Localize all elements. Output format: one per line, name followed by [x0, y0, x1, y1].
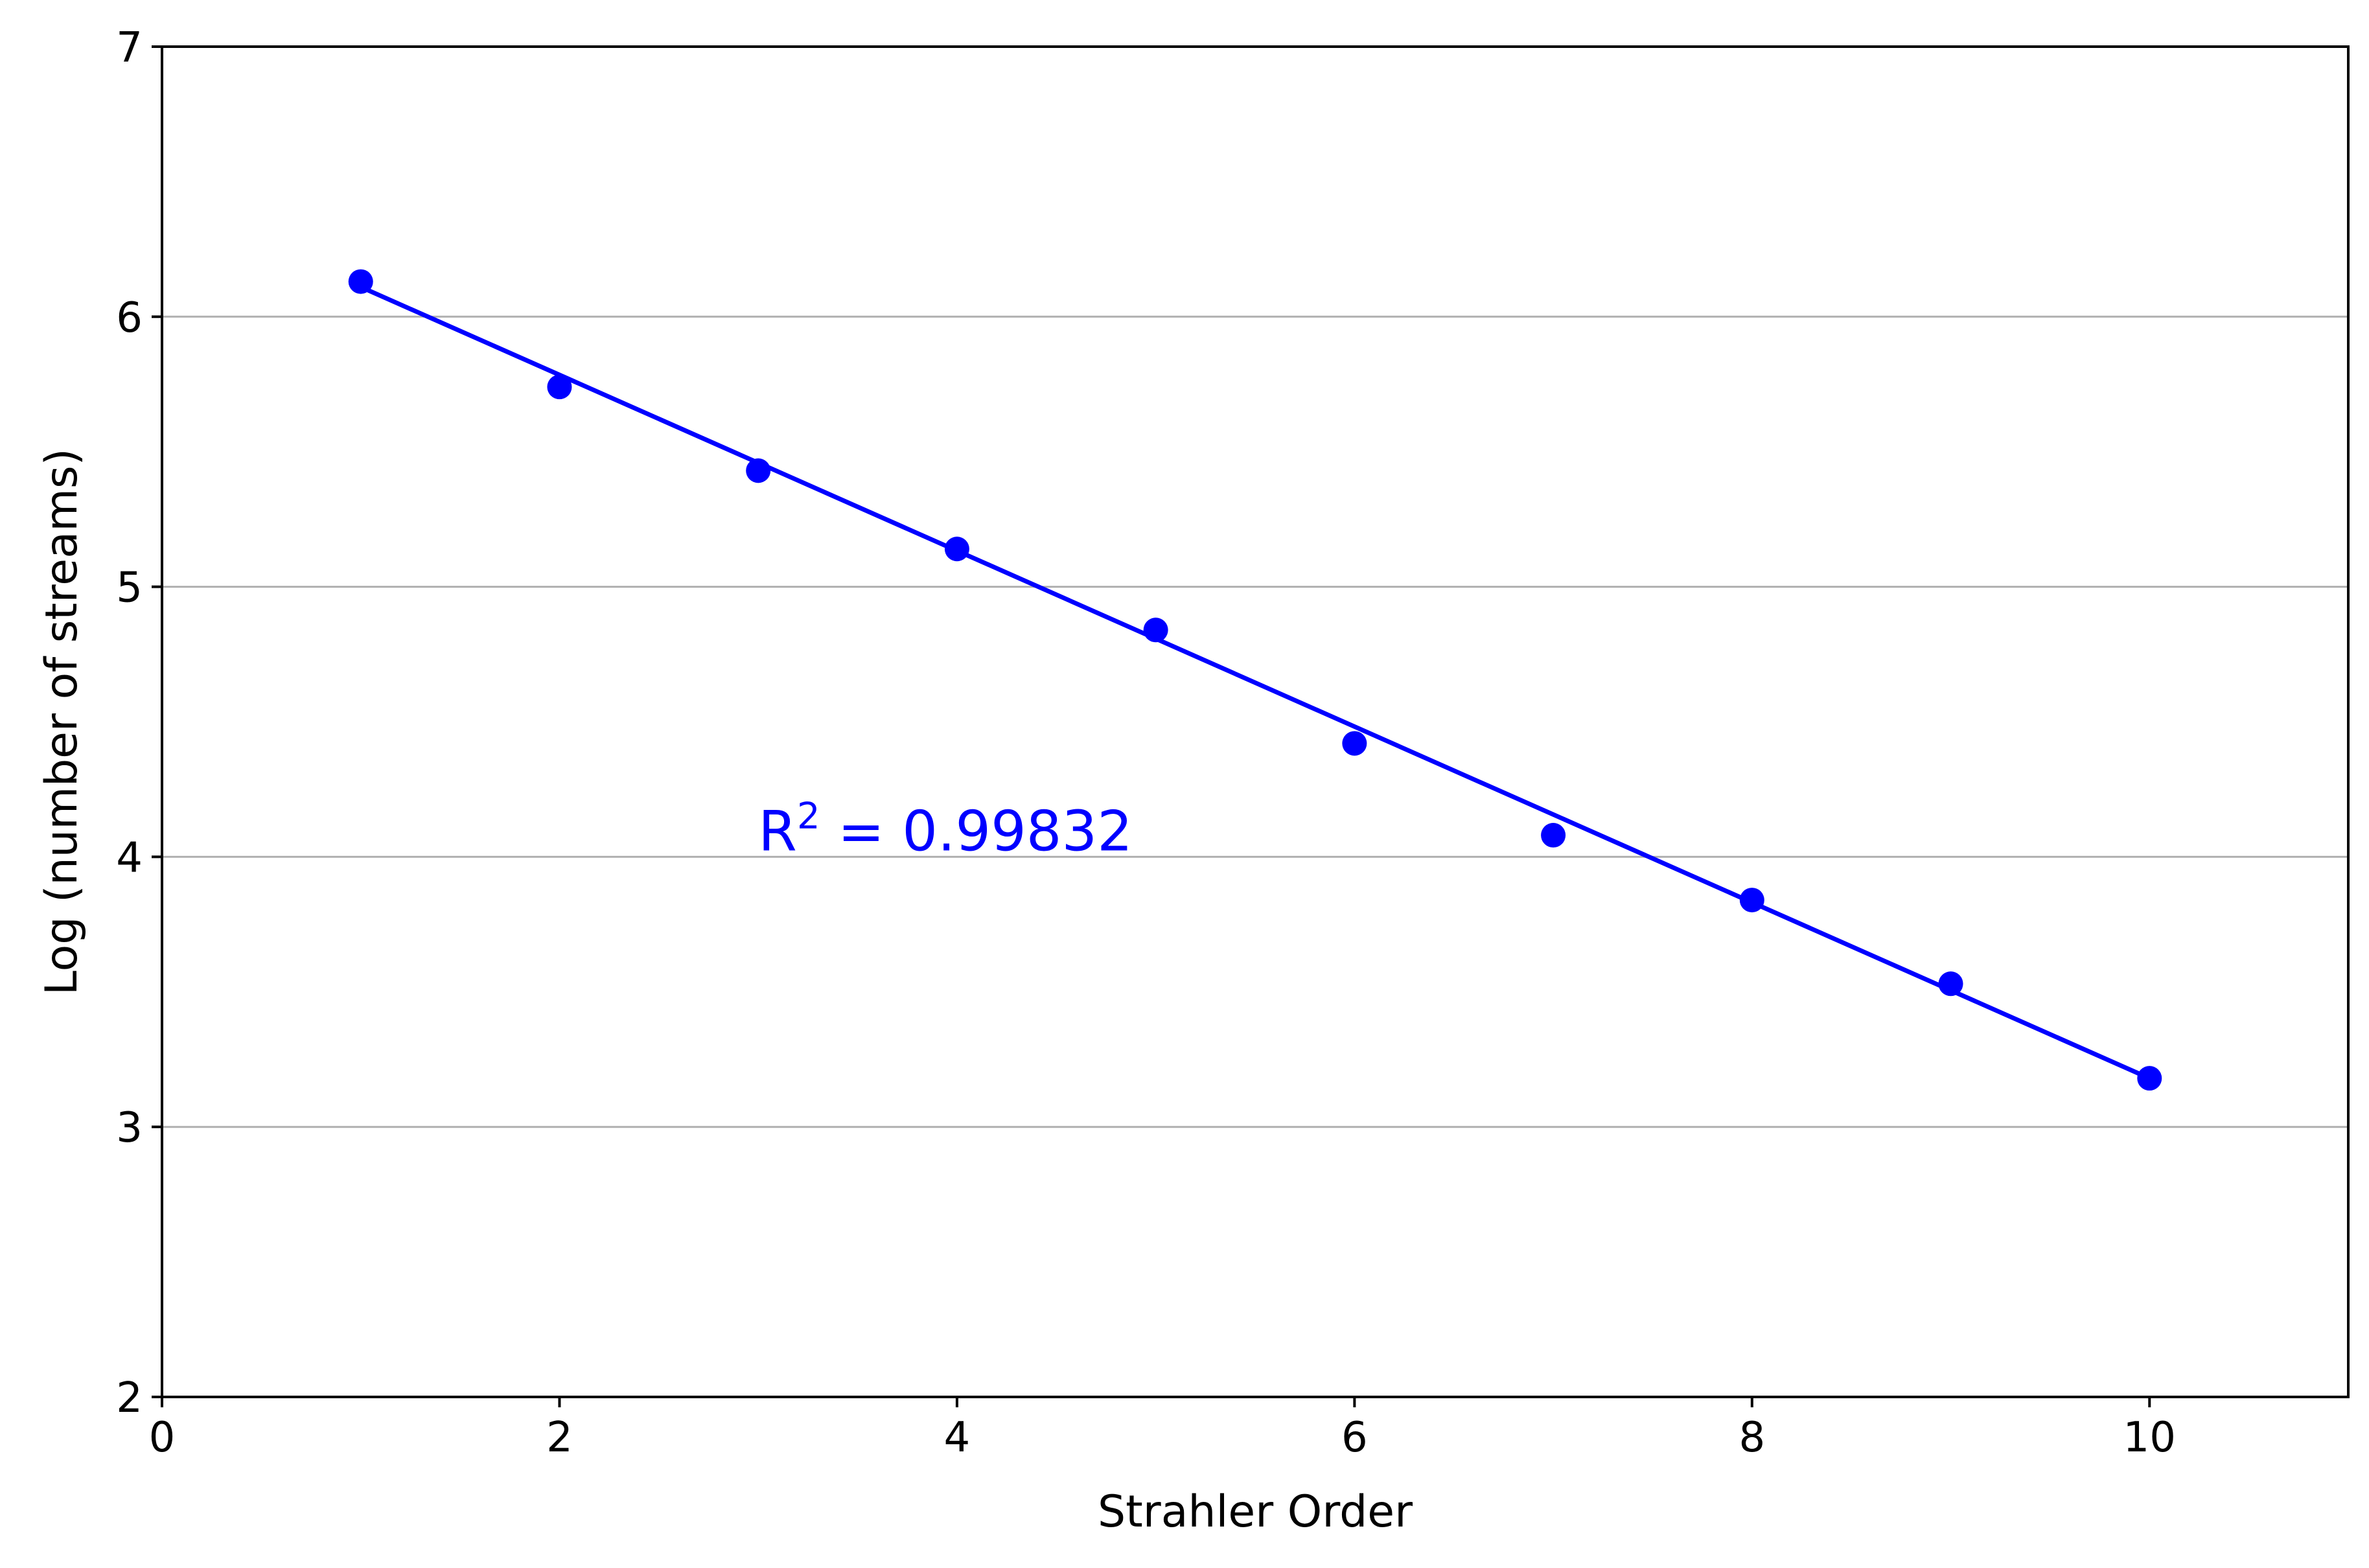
y-tick-label: 6: [116, 294, 143, 342]
x-tick-label: 0: [149, 1414, 176, 1462]
data-point: [348, 269, 373, 294]
r-squared-value: = 0.99832: [820, 799, 1133, 864]
data-point: [1541, 823, 1566, 848]
grid-lines: [162, 316, 2348, 1128]
x-tick-label: 2: [546, 1414, 573, 1462]
x-tick-label: 10: [2123, 1414, 2176, 1462]
data-point: [1938, 971, 1963, 997]
y-tick-label: 3: [116, 1104, 143, 1152]
regression-line: [358, 284, 2152, 1081]
x-tick-label: 4: [944, 1414, 971, 1462]
plot-area-frame: [161, 45, 2350, 1398]
data-point: [1342, 731, 1367, 756]
data-point: [1143, 617, 1168, 643]
y-tick-label: 2: [116, 1374, 143, 1422]
fit-line-layer: [358, 284, 2152, 1081]
x-axis-label: Strahler Order: [1098, 1486, 1413, 1538]
r-squared-superscript: 2: [797, 795, 820, 837]
x-tick-label: 6: [1341, 1414, 1368, 1462]
data-point: [944, 536, 969, 562]
y-tick-label: 5: [116, 564, 143, 612]
y-tick-label: 7: [116, 24, 143, 72]
y-tick-label: 4: [116, 834, 143, 882]
r-squared-annotation: R2 = 0.99832: [758, 795, 1133, 864]
x-tick-label: 8: [1739, 1414, 1765, 1462]
y-axis-label: Log (number of streams): [36, 448, 87, 995]
data-point: [2137, 1066, 2162, 1091]
y-axis-ticks: 2 3 4 5 6 7: [116, 24, 162, 1422]
x-axis-ticks: 0 2 4 6 8 10: [149, 1397, 2176, 1462]
r-squared-prefix: R: [758, 799, 797, 864]
data-points: [348, 269, 2162, 1091]
data-point: [547, 375, 572, 400]
data-point: [746, 458, 771, 483]
data-point: [1739, 888, 1764, 913]
